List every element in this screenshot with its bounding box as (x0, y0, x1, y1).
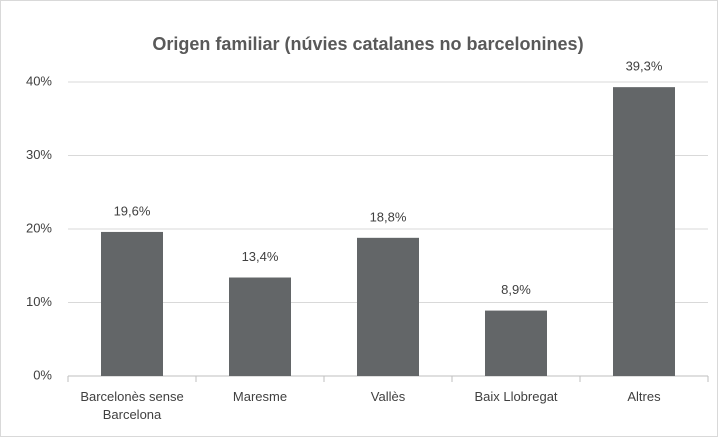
bar (101, 231, 163, 376)
y-tick-label: 10% (26, 294, 52, 309)
data-label: 13,4% (242, 249, 279, 264)
bar (613, 87, 675, 377)
data-label: 19,6% (114, 203, 151, 218)
x-tick-label: Barcelonès sense Barcelona (80, 389, 184, 422)
bar (229, 277, 291, 376)
data-label: 39,3% (626, 59, 663, 74)
y-tick-label: 20% (26, 220, 52, 235)
y-tick-label: 40% (26, 73, 52, 88)
data-label: 8,9% (501, 282, 531, 297)
x-tick-label: Vallès (370, 389, 406, 404)
y-tick-label: 30% (26, 147, 52, 162)
x-tick-label: Altres (627, 389, 661, 404)
y-tick-label: 0% (33, 367, 52, 382)
data-label: 18,8% (370, 209, 407, 224)
bar (485, 310, 547, 376)
bar (357, 237, 419, 376)
chart-title: Origen familiar (núvies catalanes no bar… (152, 34, 583, 54)
x-tick-label: Maresme (232, 389, 288, 404)
x-tick-label: Baix Llobregat (474, 389, 558, 404)
